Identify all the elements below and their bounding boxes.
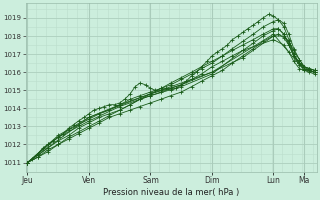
X-axis label: Pression niveau de la mer( hPa ): Pression niveau de la mer( hPa ): [103, 188, 239, 197]
